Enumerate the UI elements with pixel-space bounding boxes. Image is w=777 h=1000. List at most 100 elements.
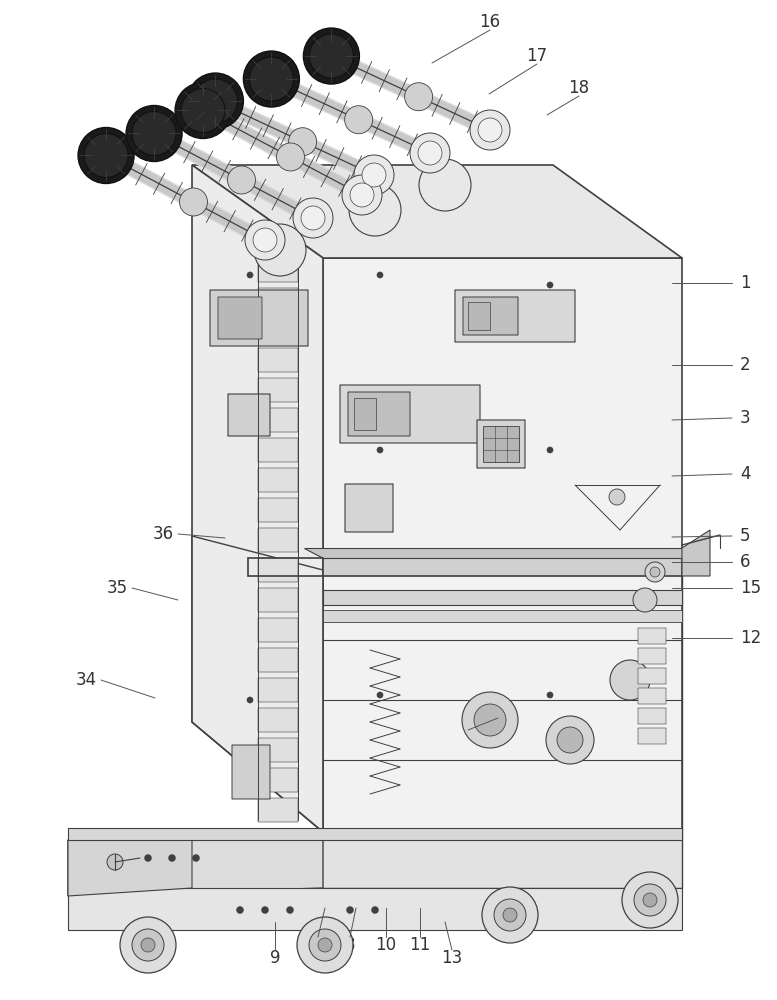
Polygon shape xyxy=(68,832,323,896)
Circle shape xyxy=(645,562,665,582)
FancyBboxPatch shape xyxy=(340,385,480,443)
Circle shape xyxy=(643,893,657,907)
Circle shape xyxy=(478,118,502,142)
Circle shape xyxy=(288,128,317,156)
Text: 18: 18 xyxy=(569,79,590,97)
Circle shape xyxy=(193,854,200,861)
Text: 3: 3 xyxy=(740,409,751,427)
Circle shape xyxy=(107,854,123,870)
FancyBboxPatch shape xyxy=(638,708,666,724)
FancyBboxPatch shape xyxy=(210,290,308,346)
Circle shape xyxy=(277,143,305,171)
FancyBboxPatch shape xyxy=(258,258,298,282)
Text: 34: 34 xyxy=(75,671,96,689)
Circle shape xyxy=(547,282,553,288)
FancyBboxPatch shape xyxy=(258,528,298,552)
Circle shape xyxy=(362,163,386,187)
Text: 7: 7 xyxy=(313,936,323,954)
Polygon shape xyxy=(304,548,682,558)
Text: 17: 17 xyxy=(527,47,548,65)
FancyBboxPatch shape xyxy=(258,438,298,462)
Circle shape xyxy=(342,175,382,215)
Circle shape xyxy=(132,929,164,961)
Circle shape xyxy=(418,141,442,165)
FancyBboxPatch shape xyxy=(258,588,298,612)
Circle shape xyxy=(377,272,383,278)
FancyBboxPatch shape xyxy=(345,484,393,532)
Circle shape xyxy=(419,159,471,211)
FancyBboxPatch shape xyxy=(258,798,298,822)
Circle shape xyxy=(181,88,225,132)
FancyBboxPatch shape xyxy=(258,348,298,372)
Circle shape xyxy=(249,57,294,101)
Text: 9: 9 xyxy=(270,949,280,967)
Circle shape xyxy=(347,906,354,914)
Circle shape xyxy=(470,110,510,150)
Circle shape xyxy=(145,854,152,861)
FancyBboxPatch shape xyxy=(218,297,262,339)
FancyBboxPatch shape xyxy=(638,688,666,704)
Circle shape xyxy=(557,727,583,753)
Circle shape xyxy=(126,105,182,161)
Circle shape xyxy=(193,79,238,123)
FancyBboxPatch shape xyxy=(258,408,298,432)
Circle shape xyxy=(120,917,176,973)
FancyBboxPatch shape xyxy=(258,708,298,732)
FancyBboxPatch shape xyxy=(258,768,298,792)
FancyBboxPatch shape xyxy=(638,648,666,664)
Polygon shape xyxy=(68,888,682,930)
Text: 11: 11 xyxy=(409,936,430,954)
FancyBboxPatch shape xyxy=(232,745,270,799)
Circle shape xyxy=(354,155,394,195)
Circle shape xyxy=(303,28,360,84)
Circle shape xyxy=(309,34,354,78)
Circle shape xyxy=(546,716,594,764)
Text: 12: 12 xyxy=(740,629,761,647)
FancyBboxPatch shape xyxy=(258,618,298,642)
Circle shape xyxy=(318,938,332,952)
FancyBboxPatch shape xyxy=(323,590,682,605)
Circle shape xyxy=(547,447,553,453)
Circle shape xyxy=(297,917,353,973)
Text: 10: 10 xyxy=(375,936,396,954)
FancyBboxPatch shape xyxy=(258,318,298,342)
Circle shape xyxy=(245,220,285,260)
Circle shape xyxy=(547,692,553,698)
Circle shape xyxy=(228,166,256,194)
Text: 13: 13 xyxy=(441,949,462,967)
Circle shape xyxy=(247,697,253,703)
Polygon shape xyxy=(192,722,323,832)
FancyBboxPatch shape xyxy=(638,728,666,744)
FancyBboxPatch shape xyxy=(483,426,519,462)
FancyBboxPatch shape xyxy=(348,392,410,436)
Polygon shape xyxy=(323,258,682,832)
FancyBboxPatch shape xyxy=(258,648,298,672)
FancyBboxPatch shape xyxy=(258,468,298,492)
Circle shape xyxy=(78,127,134,183)
Circle shape xyxy=(293,198,333,238)
FancyBboxPatch shape xyxy=(258,498,298,522)
Text: 4: 4 xyxy=(740,465,751,483)
Circle shape xyxy=(494,899,526,931)
FancyBboxPatch shape xyxy=(638,628,666,644)
Circle shape xyxy=(482,887,538,943)
FancyBboxPatch shape xyxy=(258,738,298,762)
Circle shape xyxy=(84,133,128,177)
Circle shape xyxy=(179,188,207,216)
Circle shape xyxy=(187,73,243,129)
Circle shape xyxy=(633,588,657,612)
Text: 5: 5 xyxy=(740,527,751,545)
FancyBboxPatch shape xyxy=(463,297,518,335)
Circle shape xyxy=(309,929,341,961)
Circle shape xyxy=(236,906,243,914)
Circle shape xyxy=(462,692,518,748)
Circle shape xyxy=(609,489,625,505)
Text: 14: 14 xyxy=(487,701,509,719)
Text: 2: 2 xyxy=(740,356,751,374)
Text: 15: 15 xyxy=(740,579,761,597)
Circle shape xyxy=(377,692,383,698)
Circle shape xyxy=(247,272,253,278)
Circle shape xyxy=(169,854,176,861)
FancyBboxPatch shape xyxy=(258,558,298,582)
FancyBboxPatch shape xyxy=(258,378,298,402)
